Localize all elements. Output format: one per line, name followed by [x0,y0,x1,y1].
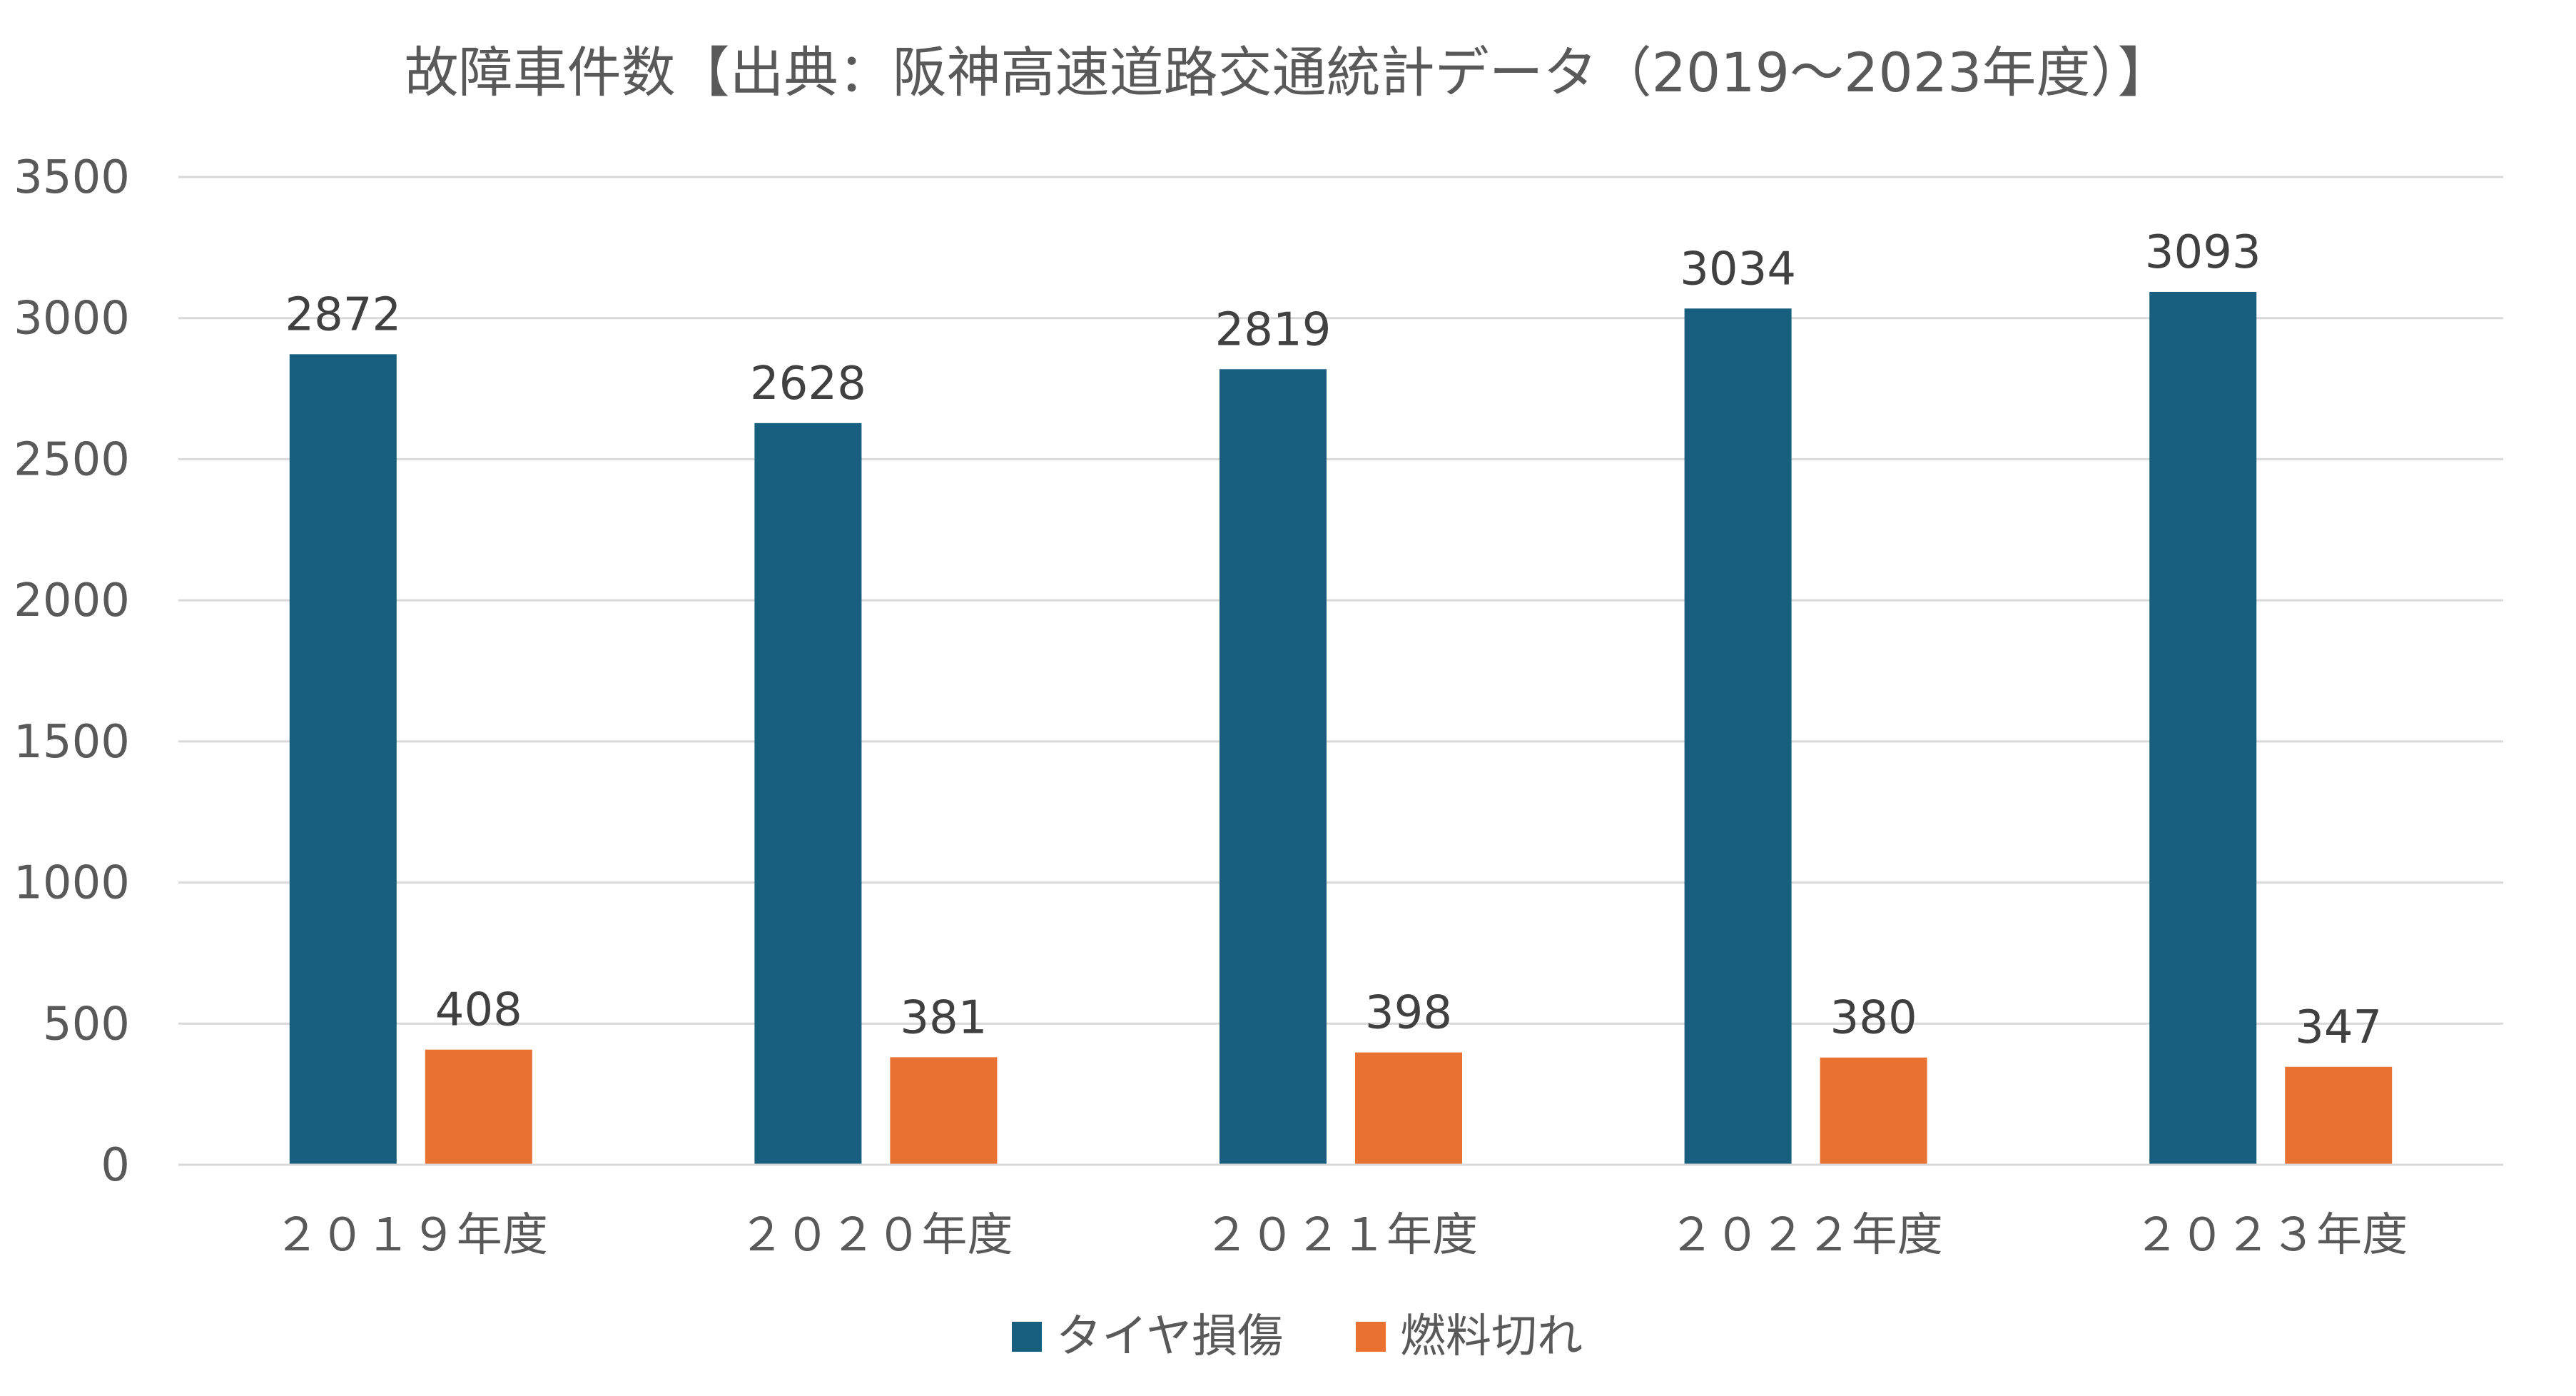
y-tick-label: 3000 [14,293,130,345]
data-label: 347 [2295,1001,2382,1054]
x-tick-label: ２０２０年度 [739,1209,1013,1262]
data-label: 380 [1830,992,1917,1045]
legend-label: タイヤ損傷 [1056,1310,1283,1363]
legend-label: 燃料切れ [1400,1310,1583,1363]
data-labels: 2872 408 2628 381 2819 398 3034 380 3093 347 [285,226,2382,1054]
data-label: 3093 [2145,226,2261,279]
legend: タイヤ損傷 燃料切れ [1012,1310,1583,1363]
legend-swatch [1356,1322,1386,1352]
y-tick-label: 2000 [14,575,130,627]
bar-tire-damage [1219,369,1327,1165]
data-label: 2819 [1215,303,1332,356]
x-tick-label: ２０２２年度 [1669,1209,1943,1262]
y-tick-label: 1000 [14,857,130,910]
y-tick-label: 1500 [14,716,130,769]
y-tick-label: 500 [43,998,130,1051]
bar-fuel-out [1355,1052,1462,1165]
y-tick-label: 2500 [14,433,130,486]
chart-title: 故障車件数【出典：阪神高速道路交通統計データ（2019～2023年度）】 [405,41,2172,104]
bar-fuel-out [890,1057,998,1165]
bar-tire-damage [1684,308,1792,1165]
gridlines [178,176,2503,1025]
data-label: 398 [1365,987,1452,1040]
bar-fuel-out [2285,1066,2393,1165]
data-label: 2872 [285,288,401,341]
data-label: 381 [900,991,987,1044]
x-tick-label: ２０２１年度 [1204,1209,1478,1262]
data-label: 3034 [1680,243,1796,295]
data-label: 408 [435,984,522,1037]
legend-item-tire-damage: タイヤ損傷 [1012,1310,1283,1363]
y-tick-label: 3500 [14,151,130,204]
legend-swatch [1012,1322,1042,1352]
y-tick-label: 0 [101,1139,130,1192]
bar-fuel-out [1820,1057,1927,1165]
bar-tire-damage [754,423,862,1165]
legend-item-fuel-out: 燃料切れ [1356,1310,1583,1363]
bar-tire-damage [2149,291,2257,1165]
x-tick-label: ２０１９年度 [274,1209,548,1262]
data-label: 2628 [750,358,866,410]
x-axis: ２０１９年度 ２０２０年度 ２０２１年度 ２０２２年度 ２０２３年度 [178,1163,2503,1262]
bars [289,291,2393,1165]
y-axis: 0 500 1000 1500 2000 2500 3000 3500 [14,151,130,1192]
bar-fuel-out [425,1049,532,1165]
bar-tire-damage [289,354,397,1165]
x-tick-label: ２０２３年度 [2134,1209,2408,1262]
